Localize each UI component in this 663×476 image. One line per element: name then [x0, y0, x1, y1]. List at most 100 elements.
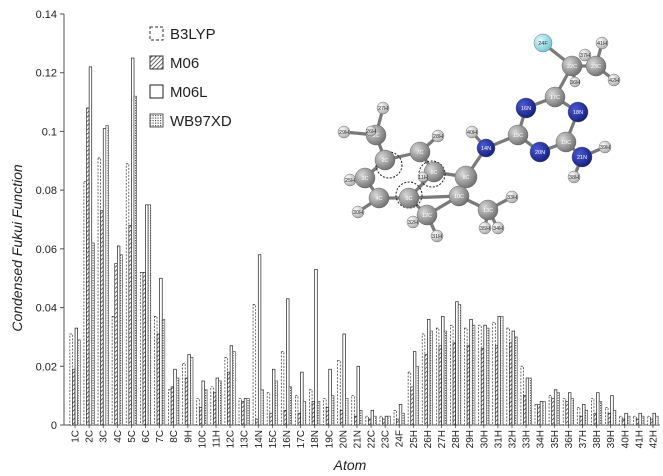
- bar-m06l-16n: [286, 298, 290, 426]
- bar-wb97xd-34h: [542, 401, 546, 426]
- x-tick-label: 33H: [522, 430, 533, 448]
- atom-label: 26H: [366, 129, 376, 135]
- x-tick-label: 37H: [578, 430, 589, 448]
- atom-label: 19C: [561, 140, 571, 146]
- bar-m06-30h: [480, 348, 485, 426]
- bar-b3lyp-9h: [182, 363, 186, 426]
- bar-m06l-42h: [652, 412, 656, 426]
- bar-m06l-40h: [624, 412, 628, 426]
- atom-16n: [515, 97, 537, 119]
- atom-label: 38H: [569, 175, 579, 181]
- bar-wb97xd-4c: [119, 254, 123, 426]
- atom-15c: [507, 124, 529, 146]
- atom-label: 25H: [345, 178, 355, 184]
- bar-b3lyp-19c: [323, 398, 327, 426]
- atom-label: 40H: [467, 130, 477, 136]
- bar-b3lyp-29h: [464, 327, 468, 426]
- bar-wb97xd-27h: [443, 330, 448, 426]
- atom-17c: [544, 86, 566, 108]
- bar-b3lyp-31h: [492, 321, 496, 426]
- atom-label: 42H: [609, 78, 619, 84]
- x-tick-label: 41H: [634, 430, 645, 448]
- atom-25h: [343, 173, 357, 187]
- bar-m06-15c: [269, 412, 273, 426]
- atom-40h: [465, 125, 479, 139]
- bar-m06-38h: [593, 412, 597, 426]
- y-tick-label: 0.1: [42, 126, 57, 138]
- atom-label: 31H: [432, 234, 442, 240]
- bar-m06l-13c: [243, 398, 248, 426]
- bar-b3lyp-18n: [309, 389, 313, 426]
- bar-m06l-28h: [455, 301, 459, 426]
- y-tick-label: 0.02: [36, 361, 57, 373]
- bar-wb97xd-22c: [373, 415, 377, 426]
- atom-label: 10C: [454, 194, 464, 200]
- legend: B3LYP M06 M06L WB97XD: [149, 26, 232, 130]
- bar-wb97xd-23c: [387, 415, 391, 426]
- bar-wb97xd-7c: [161, 318, 166, 426]
- bar-wb97xd-21n: [359, 409, 363, 426]
- x-tick-label: 29H: [465, 430, 476, 448]
- bar-wb97xd-1c: [77, 339, 81, 426]
- bar-m06l-33h: [525, 377, 530, 426]
- bar-wb97xd-15c: [274, 380, 278, 426]
- x-tick-label: 26H: [423, 430, 434, 448]
- atom-label: 2C: [381, 158, 388, 164]
- atom-label: 24F: [538, 41, 548, 47]
- bar-wb97xd-10c: [204, 389, 208, 426]
- bar-m06-11h: [213, 392, 217, 426]
- x-tick-label: 42H: [648, 430, 659, 448]
- bar-m06-39h: [607, 412, 612, 426]
- atom-11h: [417, 171, 429, 183]
- atom-32h: [406, 215, 420, 229]
- bar-m06-7c: [156, 333, 160, 426]
- atom-7c: [409, 141, 431, 163]
- bar-b3lyp-26h: [421, 333, 426, 426]
- bar-m06-22c: [368, 418, 372, 426]
- bar-m06l-39h: [610, 395, 614, 426]
- atom-label: 29H: [339, 130, 349, 136]
- x-tick-label: 1C: [71, 430, 82, 443]
- bar-m06l-7c: [159, 277, 163, 426]
- bar-b3lyp-1c: [69, 333, 73, 426]
- bar-m06l-5c: [131, 57, 135, 426]
- bar-m06l-23c: [384, 415, 389, 426]
- atom-label: 11H: [418, 175, 428, 181]
- atom-label: 41H: [597, 41, 607, 47]
- atom-label: 21N: [577, 155, 587, 161]
- bar-wb97xd-38h: [598, 401, 603, 426]
- bar-m06l-29h: [469, 318, 473, 426]
- bar-wb97xd-39h: [612, 409, 617, 426]
- bar-m06l-1c: [74, 327, 78, 426]
- bar-wb97xd-28h: [457, 304, 462, 426]
- legend-swatch-wb97xd: [149, 113, 164, 128]
- bar-m06-3c: [100, 210, 104, 426]
- atom-24f: [533, 33, 553, 53]
- atom-label: 33H: [507, 195, 517, 201]
- atom-label: 13C: [483, 208, 493, 214]
- atom-26h: [365, 125, 377, 137]
- bar-m06-17c: [297, 412, 301, 426]
- aromatic-ring-marker: [395, 181, 423, 209]
- y-axis-title: Condensed Fukui Function: [9, 164, 25, 332]
- bar-m06l-10c: [201, 380, 205, 426]
- bar-b3lyp-14n: [252, 304, 257, 426]
- atom-label: 4C: [375, 196, 382, 202]
- bar-b3lyp-27h: [435, 327, 440, 426]
- x-tick-label: 5C: [127, 430, 138, 443]
- atom-37h: [578, 48, 592, 62]
- atom-5c: [398, 187, 420, 209]
- bar-m06l-2c: [88, 66, 93, 426]
- x-tick-label: 22C: [367, 430, 378, 448]
- atom-20n: [529, 141, 551, 163]
- bar-wb97xd-18n: [316, 401, 321, 426]
- bar-m06-13c: [241, 401, 245, 426]
- bar-wb97xd-41h: [641, 415, 645, 426]
- bar-m06l-19c: [328, 368, 332, 426]
- legend-label-m06l: M06L: [170, 84, 208, 101]
- atom-label: 34H: [493, 226, 503, 232]
- bar-m06l-17c: [300, 371, 304, 426]
- bar-wb97xd-16n: [288, 386, 293, 426]
- bar-m06-28h: [452, 342, 456, 426]
